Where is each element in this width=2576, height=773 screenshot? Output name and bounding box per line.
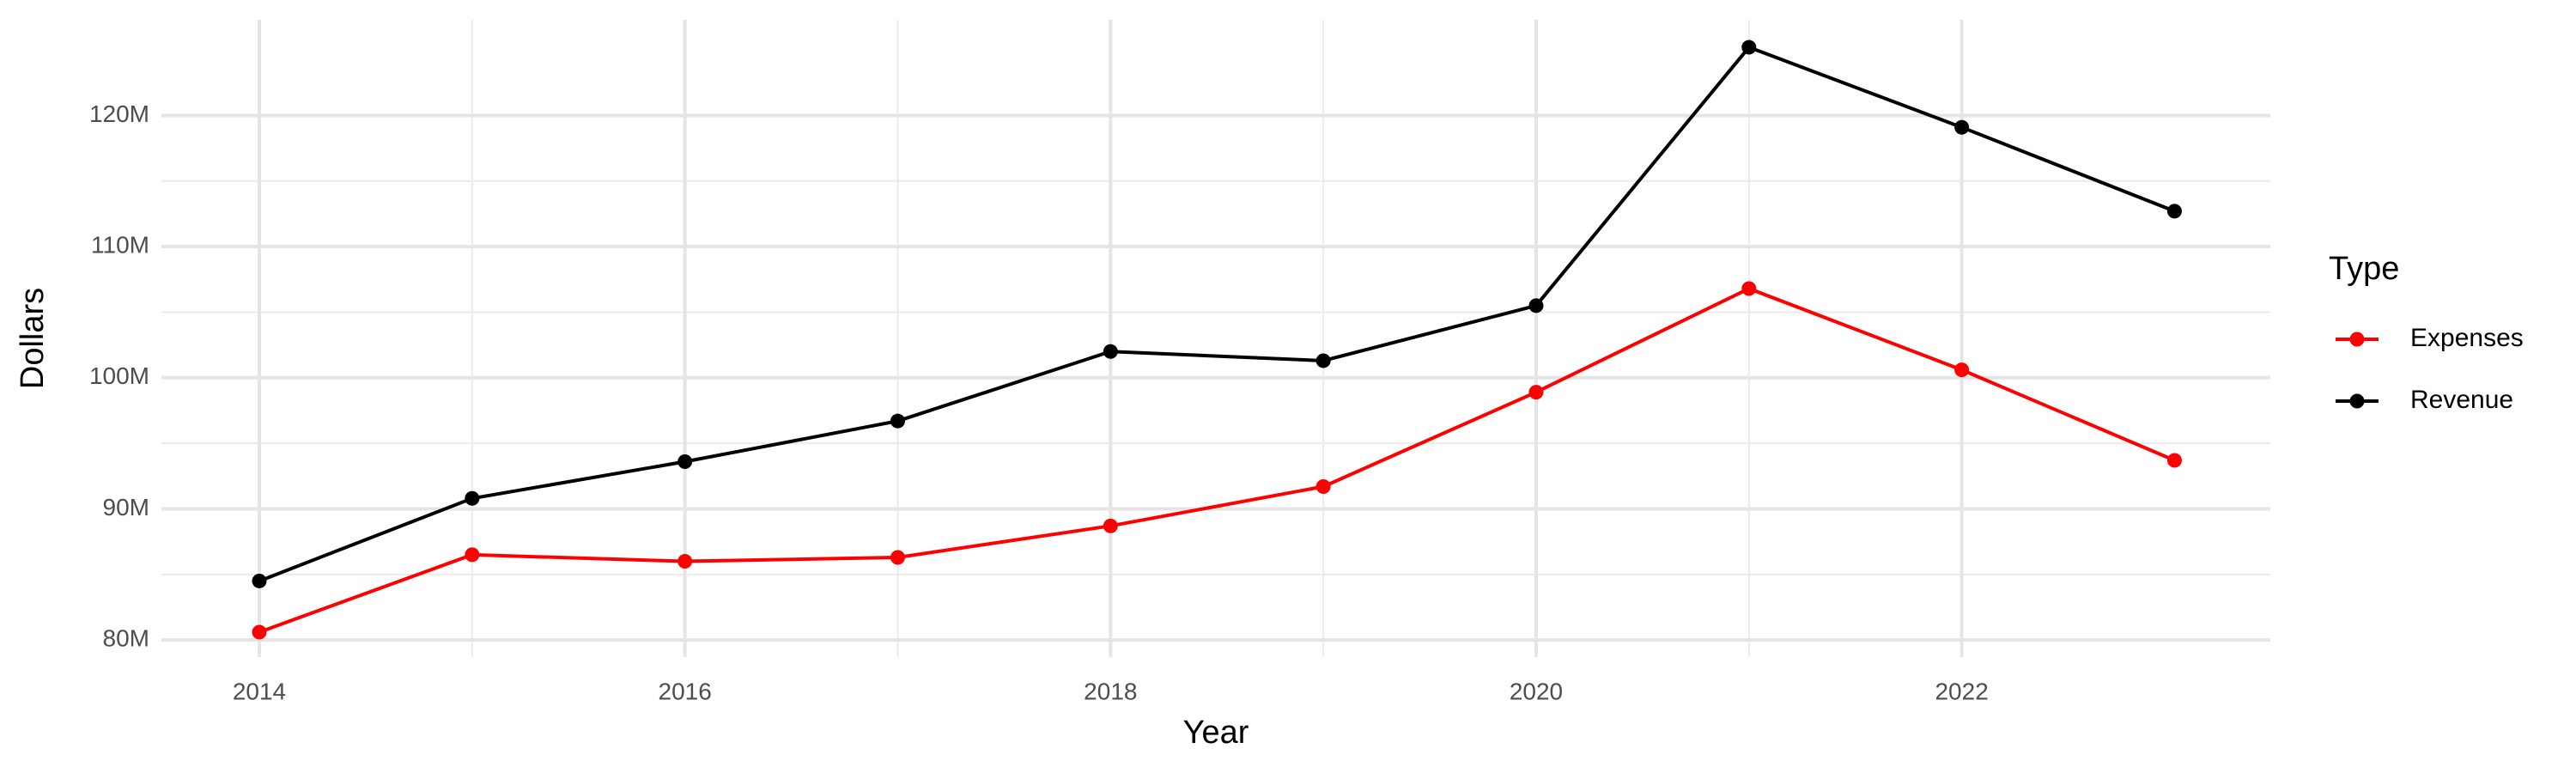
legend-key-point xyxy=(2349,332,2365,347)
y-tick-label: 80M xyxy=(103,625,149,652)
data-point xyxy=(252,624,267,640)
legend-key-point xyxy=(2349,393,2365,409)
data-point xyxy=(1741,281,1757,296)
x-tick-label: 2018 xyxy=(1084,678,1137,704)
x-tick-label: 2022 xyxy=(1935,678,1988,704)
data-point xyxy=(465,490,480,506)
data-point xyxy=(1954,119,1970,135)
series-line xyxy=(258,45,2176,583)
data-point xyxy=(890,413,905,429)
x-axis-title: Year xyxy=(1183,715,1249,751)
y-tick-label: 100M xyxy=(89,362,149,389)
legend-title: Type xyxy=(2329,251,2399,287)
data-point xyxy=(890,550,905,565)
data-point xyxy=(465,547,480,563)
y-axis-title: Dollars xyxy=(15,288,51,389)
data-point xyxy=(1315,479,1331,495)
data-point xyxy=(1315,353,1331,368)
x-tick-label: 2016 xyxy=(659,678,712,704)
data-point xyxy=(2166,453,2182,468)
x-tick-label: 2014 xyxy=(233,678,286,704)
legend-label: Revenue xyxy=(2410,386,2513,414)
data-point xyxy=(1103,344,1118,359)
data-point xyxy=(2166,204,2182,219)
y-tick-label: 120M xyxy=(89,100,149,127)
data-point xyxy=(252,573,267,588)
data-point xyxy=(1103,518,1118,533)
data-point xyxy=(1741,40,1757,55)
data-point xyxy=(677,454,693,470)
y-tick-label: 110M xyxy=(91,232,149,259)
data-point xyxy=(677,554,693,569)
legend-label: Expenses xyxy=(2410,324,2524,352)
series-line xyxy=(258,286,2176,634)
data-point xyxy=(1528,298,1544,313)
data-point xyxy=(1954,362,1970,378)
y-tick-label: 90M xyxy=(103,494,149,520)
x-tick-label: 2020 xyxy=(1510,678,1563,704)
data-point xyxy=(1528,385,1544,400)
